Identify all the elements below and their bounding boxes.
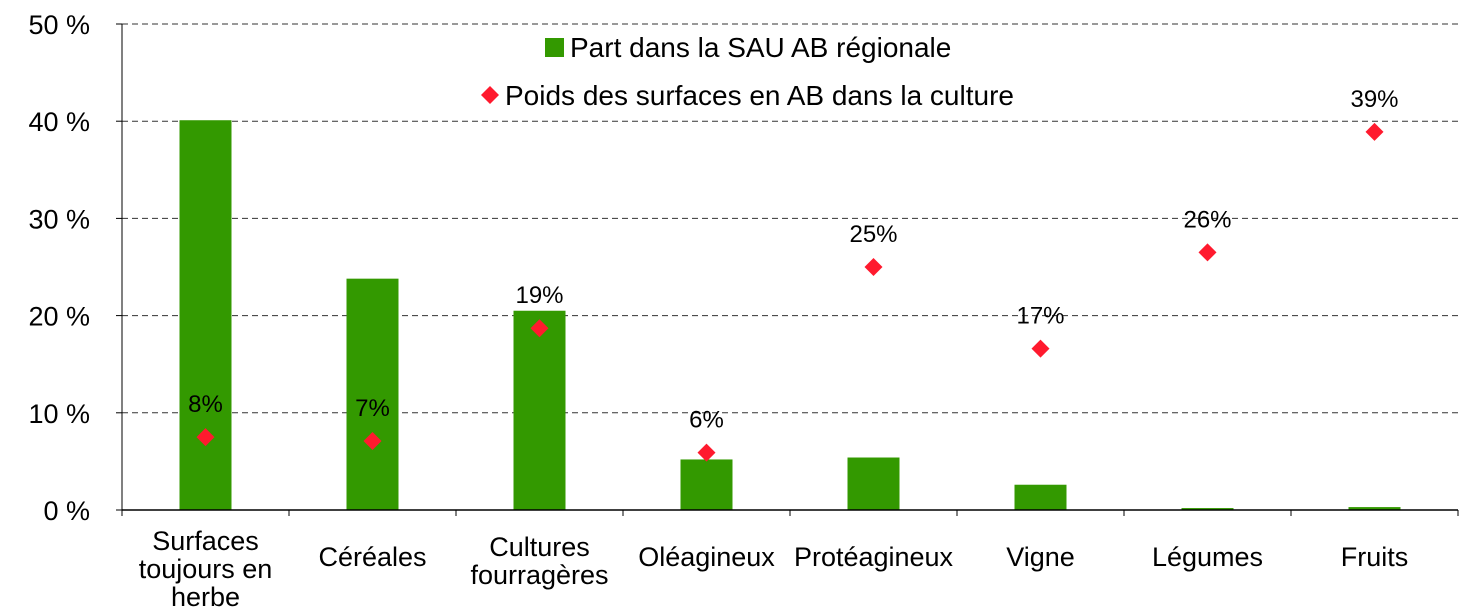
marker-point <box>864 258 883 276</box>
data-label: 17% <box>1016 303 1064 330</box>
category-label: Fruits <box>1341 542 1409 572</box>
bar <box>1348 507 1401 510</box>
legend-bar-swatch <box>545 38 564 57</box>
marker-point <box>697 443 716 462</box>
y-tick-label: 10 % <box>28 399 90 429</box>
category-label: Oléagineux <box>638 542 775 572</box>
marker-point <box>196 428 215 447</box>
y-tick-label: 50 % <box>28 10 90 40</box>
x-axis: Surfaces toujours en herbe Céréales Cultures… <box>121 509 1459 612</box>
legend-marker-swatch <box>481 86 499 104</box>
y-tick-label: 0 % <box>43 496 90 526</box>
bar <box>513 310 566 510</box>
data-label: 8% <box>188 391 223 418</box>
y-tick-label: 40 % <box>28 107 90 137</box>
marker-point <box>1365 122 1384 141</box>
y-tick-label: 20 % <box>28 302 90 332</box>
bar <box>1181 508 1234 510</box>
data-label: 7% <box>355 395 390 422</box>
marker-point <box>1198 243 1217 262</box>
legend-bar-label: Part dans la SAU AB régionale <box>570 32 951 63</box>
bar <box>346 278 399 510</box>
marker-series: 8% 7% 19% 6% 25% 17% 26% 39% <box>188 86 1399 462</box>
bar <box>1014 484 1067 510</box>
data-label: 19% <box>515 282 563 309</box>
gridlines <box>122 23 1458 414</box>
y-tick-label: 30 % <box>28 204 90 234</box>
data-label: 25% <box>849 221 897 248</box>
bar-series <box>179 120 1401 510</box>
legend-marker-label: Poids des surfaces en AB dans la culture <box>505 80 1014 111</box>
bar <box>179 120 232 510</box>
marker-point <box>363 431 382 450</box>
category-label: Vigne <box>1006 542 1075 572</box>
legend: Part dans la SAU AB régionale Poids des … <box>481 32 1014 111</box>
category-label: Céréales <box>318 542 426 572</box>
bar <box>680 459 733 510</box>
marker-point <box>530 319 549 338</box>
category-label: Surfaces toujours en herbe <box>139 526 273 612</box>
data-label: 6% <box>689 407 724 434</box>
category-label: Protéagineux <box>794 542 954 572</box>
category-label: Cultures fourragères <box>470 532 608 590</box>
category-label: Légumes <box>1152 542 1263 572</box>
y-axis: 0 % 10 % 20 % 30 % 40 % 50 % <box>28 10 123 526</box>
data-label: 39% <box>1350 86 1398 113</box>
bar <box>847 457 900 510</box>
data-label: 26% <box>1183 206 1231 233</box>
marker-point <box>1031 339 1050 358</box>
